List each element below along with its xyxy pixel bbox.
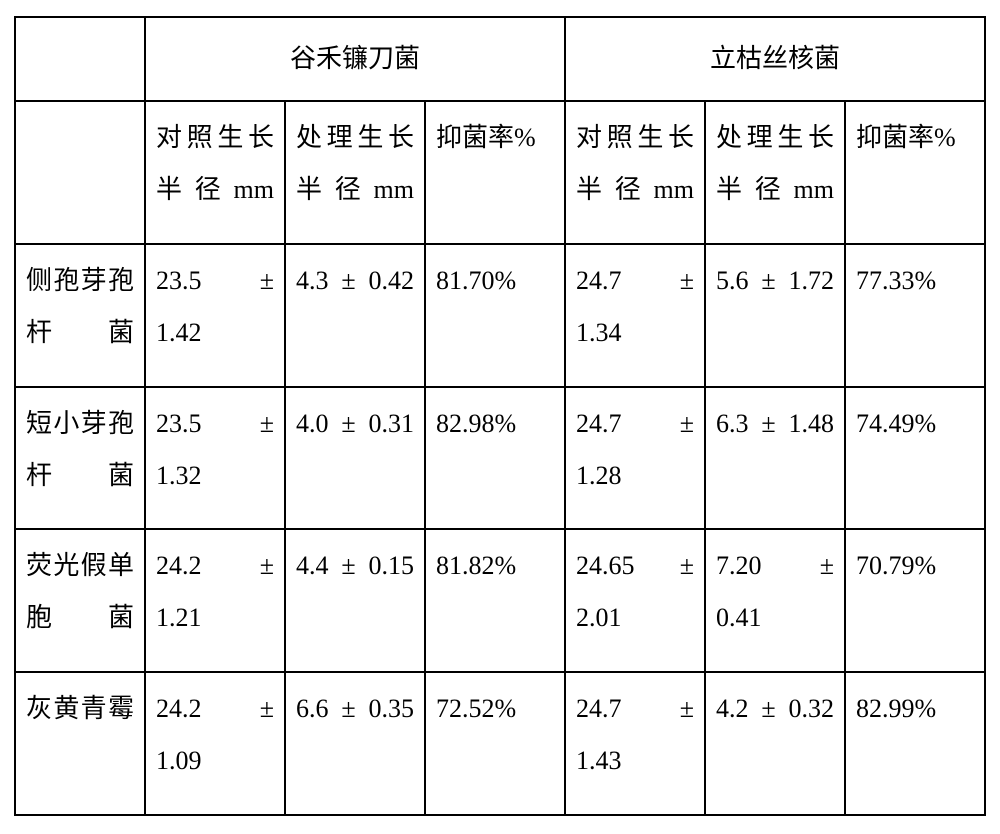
antibacterial-table: 谷禾镰刀菌 立枯丝核菌 对照生长半径mm 处理生长半径mm 抑菌率% 对照生长半… xyxy=(14,16,986,816)
group-header-2: 立枯丝核菌 xyxy=(565,17,985,101)
cell-g2-control: 24.65 ± 2.01 xyxy=(565,529,705,672)
cell-g1-control: 24.2 ± 1.09 xyxy=(145,672,285,815)
subheader-g2-control: 对照生长半径mm xyxy=(565,101,705,244)
cell-g1-rate: 81.82% xyxy=(425,529,565,672)
cell-g2-rate: 74.49% xyxy=(845,387,985,530)
cell-g1-treat: 4.4 ± 0.15 xyxy=(285,529,425,672)
cell-g1-control: 24.2 ± 1.21 xyxy=(145,529,285,672)
cell-g2-rate: 82.99% xyxy=(845,672,985,815)
empty-rowlabel-header xyxy=(15,101,145,244)
table-container: 谷禾镰刀菌 立枯丝核菌 对照生长半径mm 处理生长半径mm 抑菌率% 对照生长半… xyxy=(0,0,1000,834)
subheader-g2-rate: 抑菌率% xyxy=(845,101,985,244)
cell-g2-treat: 5.6 ± 1.72 xyxy=(705,244,845,387)
cell-g2-treat: 6.3 ± 1.48 xyxy=(705,387,845,530)
table-row: 谷禾镰刀菌 立枯丝核菌 xyxy=(15,17,985,101)
cell-g2-treat: 4.2 ± 0.32 xyxy=(705,672,845,815)
table-row: 侧孢芽孢杆菌 23.5 ± 1.42 4.3 ± 0.42 81.70% 24.… xyxy=(15,244,985,387)
table-row: 荧光假单胞菌 24.2 ± 1.21 4.4 ± 0.15 81.82% 24.… xyxy=(15,529,985,672)
row-label: 短小芽孢杆菌 xyxy=(15,387,145,530)
cell-g1-treat: 4.3 ± 0.42 xyxy=(285,244,425,387)
subheader-g1-treat: 处理生长半径mm xyxy=(285,101,425,244)
cell-g1-treat: 4.0 ± 0.31 xyxy=(285,387,425,530)
cell-g2-rate: 77.33% xyxy=(845,244,985,387)
table-row: 灰黄青霉 24.2 ± 1.09 6.6 ± 0.35 72.52% 24.7 … xyxy=(15,672,985,815)
subheader-g1-rate: 抑菌率% xyxy=(425,101,565,244)
cell-g1-control: 23.5 ± 1.32 xyxy=(145,387,285,530)
cell-g2-control: 24.7 ± 1.28 xyxy=(565,387,705,530)
cell-g1-rate: 82.98% xyxy=(425,387,565,530)
row-label: 灰黄青霉 xyxy=(15,672,145,815)
table-row: 短小芽孢杆菌 23.5 ± 1.32 4.0 ± 0.31 82.98% 24.… xyxy=(15,387,985,530)
subheader-g2-treat: 处理生长半径mm xyxy=(705,101,845,244)
row-label: 荧光假单胞菌 xyxy=(15,529,145,672)
cell-g1-rate: 72.52% xyxy=(425,672,565,815)
cell-g2-control: 24.7 ± 1.34 xyxy=(565,244,705,387)
row-label: 侧孢芽孢杆菌 xyxy=(15,244,145,387)
subheader-g1-control: 对照生长半径mm xyxy=(145,101,285,244)
cell-g1-treat: 6.6 ± 0.35 xyxy=(285,672,425,815)
cell-g1-rate: 81.70% xyxy=(425,244,565,387)
cell-g1-control: 23.5 ± 1.42 xyxy=(145,244,285,387)
group-header-1: 谷禾镰刀菌 xyxy=(145,17,565,101)
empty-header-cell xyxy=(15,17,145,101)
table-row: 对照生长半径mm 处理生长半径mm 抑菌率% 对照生长半径mm 处理生长半径mm… xyxy=(15,101,985,244)
cell-g2-rate: 70.79% xyxy=(845,529,985,672)
cell-g2-control: 24.7 ± 1.43 xyxy=(565,672,705,815)
cell-g2-treat: 7.20 ± 0.41 xyxy=(705,529,845,672)
